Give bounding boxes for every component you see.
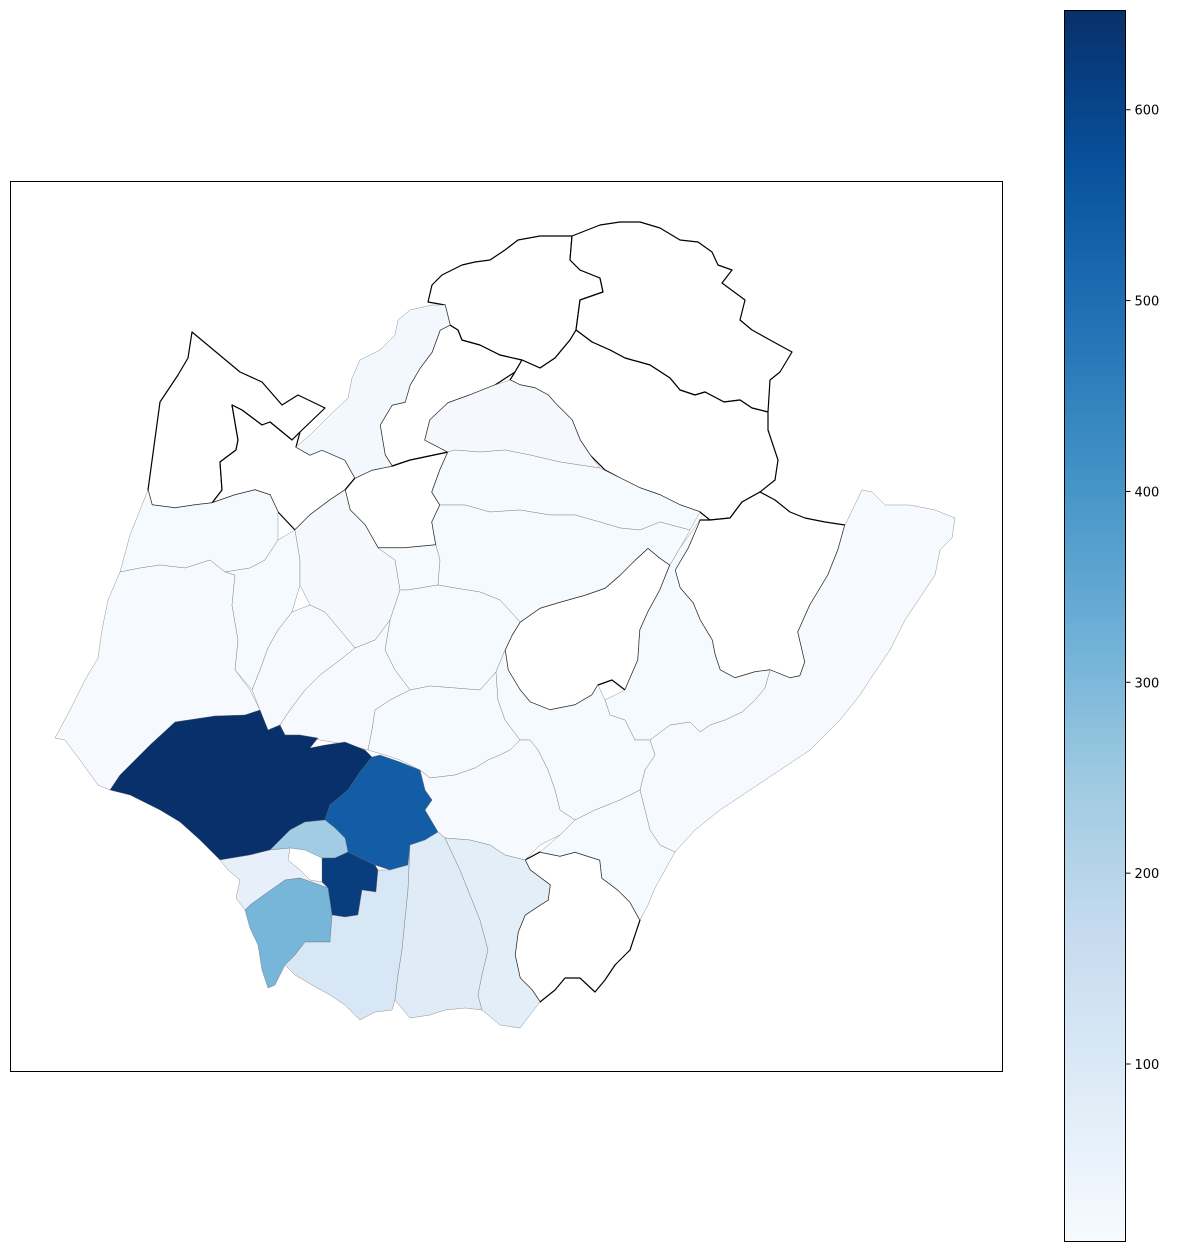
colorbar-tick-label: 500 [1135,295,1160,310]
colorbar-tick-label: 300 [1135,676,1160,691]
colorbar: 100 200 300 400 500 600 [1064,10,1160,1242]
colorbar-tick-label: 100 [1135,1058,1160,1073]
region-district [279,619,411,751]
region-district [269,819,349,859]
colorbar-tick-label: 200 [1135,867,1160,882]
colorbar-ticks: 100 200 300 400 500 600 [1125,104,1160,1073]
colorbar-gradient [1064,10,1126,1242]
region-district [604,519,771,741]
colorbar-tick-label: 600 [1135,104,1160,119]
colorbar-tick-label: 400 [1135,485,1160,500]
region-district [539,789,676,921]
region-district [444,837,551,1029]
map-layer [54,221,956,1029]
region-district [295,304,451,479]
